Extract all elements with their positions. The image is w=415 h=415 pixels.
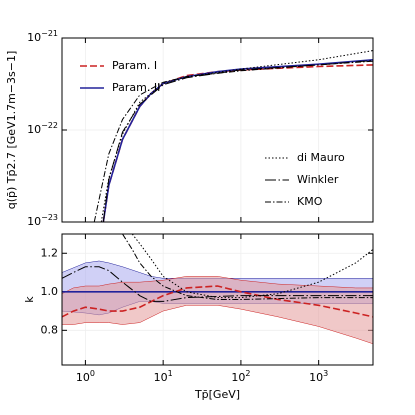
line (102, 59, 373, 222)
legend-label: KMO (297, 195, 323, 208)
y-tick-label: 10−21 (27, 29, 58, 45)
plot-area (93, 50, 373, 222)
legend-label: Param. II (112, 81, 160, 94)
line (100, 50, 373, 222)
x-tick-label: 102 (231, 369, 250, 385)
line (122, 234, 373, 300)
y-axis-label: q(p̄) Tp̄2.7 [GeV1.7m−3s−1] (5, 51, 18, 210)
y-axis-label: k (23, 296, 36, 303)
x-tick-label: 103 (309, 369, 328, 385)
line (93, 60, 373, 222)
x-tick-label-exp: 1 (168, 369, 173, 378)
line (62, 285, 373, 318)
y-tick-label-exp: −22 (41, 121, 58, 130)
x-tick-label: 100 (76, 369, 95, 385)
line (62, 266, 373, 302)
x-tick-label-exp: 3 (323, 369, 328, 378)
y-tick-label-base: 10 (27, 215, 41, 228)
y-tick-label: 0.8 (41, 323, 59, 336)
band (62, 276, 373, 345)
y-tick-label: 1.0 (41, 285, 59, 298)
legend-label: Param. I (112, 59, 157, 72)
line (131, 234, 373, 299)
x-tick-label-base: 10 (231, 371, 245, 384)
x-tick-label-base: 10 (76, 371, 90, 384)
plot-frame (61, 37, 374, 223)
x-tick-label-exp: 0 (90, 369, 95, 378)
x-tick-label-exp: 2 (245, 369, 250, 378)
y-tick-label-base: 1.0 (41, 285, 59, 298)
y-tick-label: 10−22 (27, 121, 58, 137)
y-tick-label-base: 10 (27, 31, 41, 44)
y-tick-label: 1.2 (41, 246, 59, 259)
x-tick-label: 101 (154, 369, 173, 385)
legend-label: di Mauro (297, 151, 345, 164)
legend-label: Winkler (297, 173, 339, 186)
x-tick-label-base: 10 (309, 371, 323, 384)
y-tick-label-exp: −23 (41, 213, 58, 222)
plot-frame (61, 233, 374, 366)
plot-area (62, 234, 373, 345)
x-axis-label: Tp̄[GeV] (194, 388, 240, 401)
y-tick-label: 10−23 (27, 213, 58, 229)
line (102, 58, 373, 222)
y-tick-label-exp: −21 (41, 29, 58, 38)
y-tick-label-base: 10 (27, 123, 41, 136)
x-tick-label-base: 10 (154, 371, 168, 384)
